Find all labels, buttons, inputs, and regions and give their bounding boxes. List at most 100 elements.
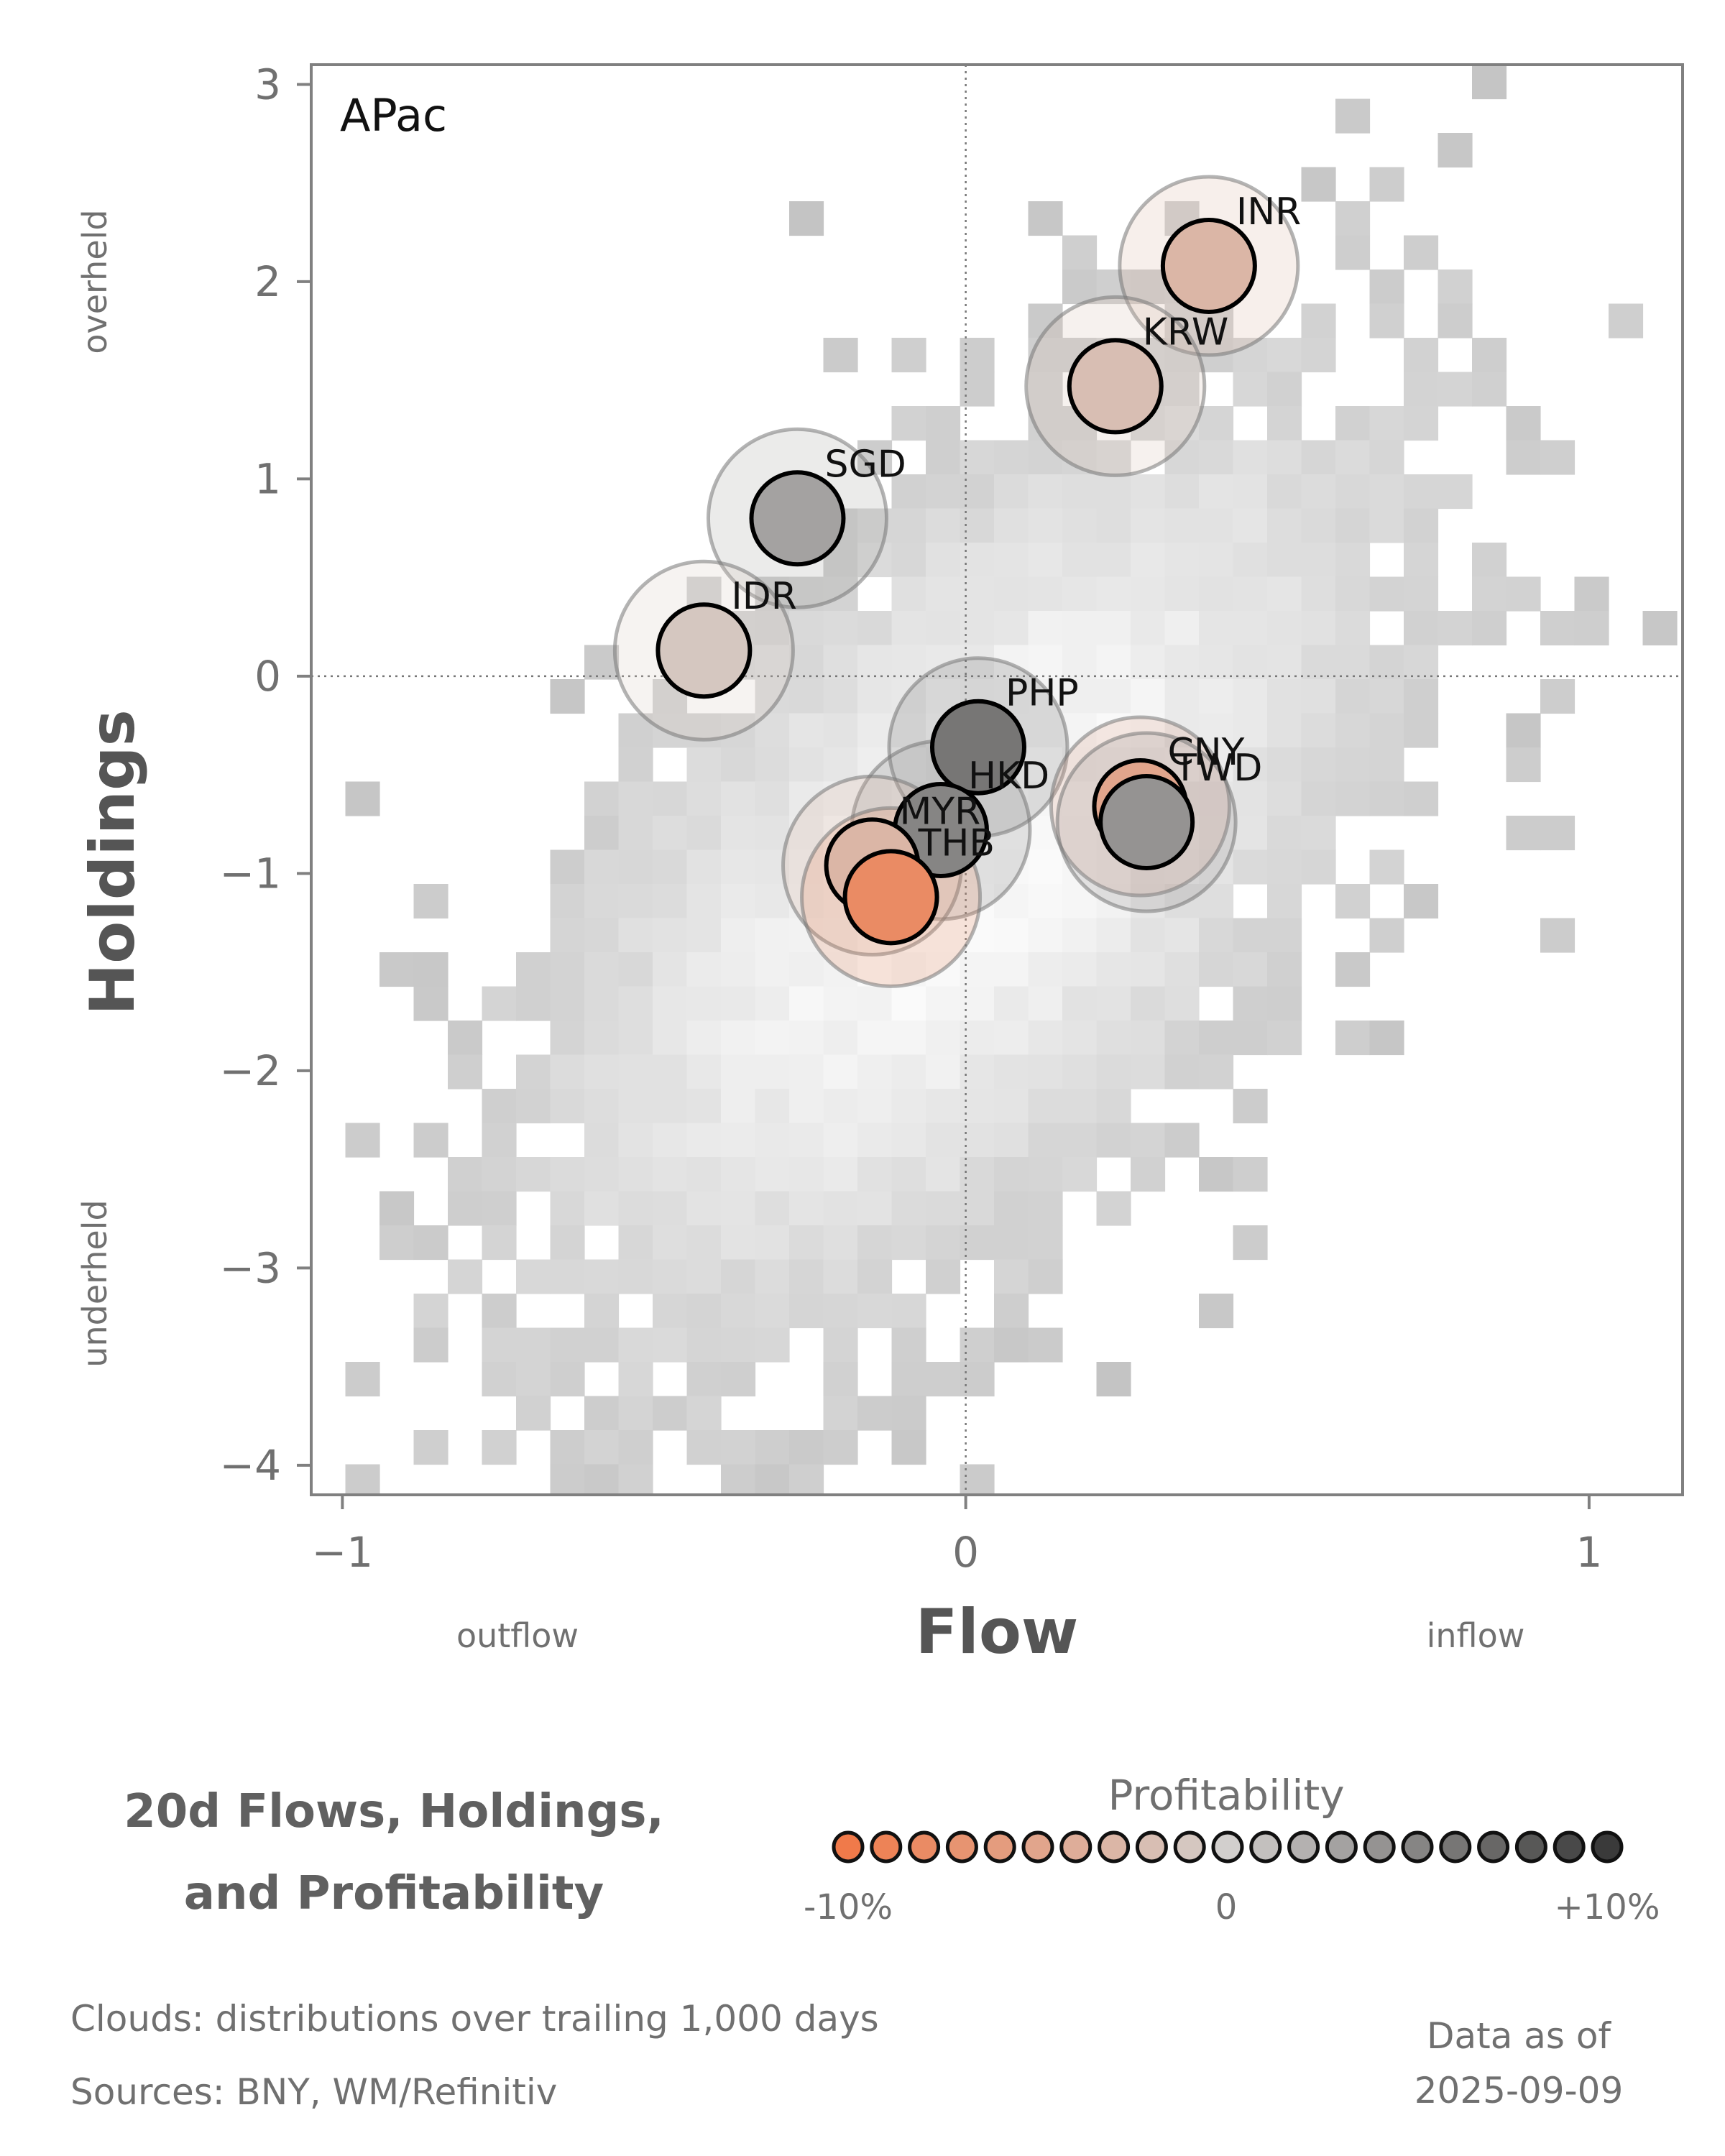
cloud-cell <box>618 1430 653 1465</box>
cloud-cell <box>1199 543 1234 578</box>
cloud-cell <box>1028 508 1063 543</box>
cloud-cell <box>686 918 722 953</box>
cloud-cell <box>1335 98 1371 134</box>
cloud-cell <box>482 1362 517 1397</box>
cloud-cell <box>516 1259 551 1294</box>
legend-max-label: +10% <box>1555 1887 1660 1927</box>
y-tick-label: 3 <box>254 60 281 109</box>
cloud-cell <box>857 1294 893 1329</box>
label-thb: THB <box>918 821 995 865</box>
cloud-cell <box>1028 440 1063 475</box>
cloud-cell <box>1233 952 1268 987</box>
cloud-cell <box>1301 167 1336 202</box>
cloud-cell <box>857 679 893 714</box>
cloud-cell <box>891 1294 926 1329</box>
cloud-cell <box>550 1327 585 1363</box>
cloud-cell <box>721 781 756 816</box>
cloud-cell <box>1404 338 1439 373</box>
legend-swatch <box>1477 1830 1510 1864</box>
cloud-cell <box>960 543 995 578</box>
cloud-cell <box>1472 543 1507 578</box>
cloud-cell <box>618 1225 653 1261</box>
cloud-cell <box>413 1294 448 1329</box>
cloud-cell <box>550 918 585 953</box>
cloud-cell <box>1164 474 1200 510</box>
cloud-cell <box>1164 952 1200 987</box>
cloud-cell <box>891 1054 926 1089</box>
cloud-cell <box>1404 406 1439 441</box>
cloud-cell <box>550 1225 585 1261</box>
cloud-cell <box>1028 952 1063 987</box>
cloud-cell <box>1062 781 1098 816</box>
cloud-cell <box>891 1191 926 1226</box>
cloud-cell <box>1540 611 1576 646</box>
cloud-cell <box>1096 1021 1131 1056</box>
cloud-cell <box>686 713 722 748</box>
cloud-cell <box>1028 645 1063 680</box>
cloud-cell <box>891 508 926 543</box>
cloud-cell <box>550 952 585 987</box>
legend-swatch <box>1173 1830 1206 1864</box>
cloud-cell <box>653 986 688 1021</box>
cloud-cell <box>721 1259 756 1294</box>
x-axis-title: Flow <box>916 1596 1079 1668</box>
label-inr: INR <box>1236 190 1301 234</box>
cloud-cell <box>755 884 790 919</box>
cloud-cell <box>550 1464 585 1495</box>
cloud-cell <box>1096 611 1131 646</box>
cloud-cell <box>550 1021 585 1056</box>
cloud-cell <box>1233 747 1268 783</box>
legend-swatch <box>1098 1830 1131 1864</box>
cloud-cell <box>1062 235 1098 270</box>
cloud-cell <box>721 1123 756 1158</box>
cloud-cell <box>1199 918 1234 953</box>
cloud-cell <box>1369 747 1404 783</box>
x-axis-ticks: −1 0 1 <box>312 1495 1602 1577</box>
cloud-cell <box>823 679 858 714</box>
label-idr: IDR <box>731 575 797 618</box>
label-sgd: SGD <box>824 443 906 486</box>
cloud-cell <box>686 816 722 851</box>
chart-title-line1: 20d Flows, Holdings, <box>124 1785 664 1838</box>
cloud-cell <box>721 1362 756 1397</box>
cloud-cell <box>584 1123 620 1158</box>
cloud-cell <box>1131 918 1166 953</box>
cloud-cell <box>550 1054 585 1089</box>
cloud-cell <box>1369 270 1404 305</box>
cloud-cell <box>686 747 722 783</box>
legend-swatch <box>1552 1830 1586 1864</box>
cloud-cell <box>550 1191 585 1226</box>
cloud-cell <box>755 1464 790 1495</box>
cloud-cell <box>755 1259 790 1294</box>
cloud-cell <box>789 1021 824 1056</box>
cloud-cell <box>380 1191 415 1226</box>
cloud-cell <box>1540 440 1576 475</box>
cloud-cell <box>891 474 926 510</box>
cloud-cell <box>721 1327 756 1363</box>
cloud-cell <box>823 986 858 1021</box>
label-cny: CNY <box>1167 731 1244 774</box>
chart-title-line2: and Profitability <box>184 1867 604 1920</box>
reference-lines <box>311 65 1683 1495</box>
cloud-cell <box>1096 508 1131 543</box>
cloud-cell <box>584 1191 620 1226</box>
legend-swatch <box>1401 1830 1434 1864</box>
cloud-cell <box>1335 235 1371 270</box>
cloud-cell <box>1062 645 1098 680</box>
cloud-cell <box>1574 576 1609 612</box>
cloud-cell <box>926 986 961 1021</box>
legend-swatch <box>1514 1830 1547 1864</box>
cloud-cell <box>1164 918 1200 953</box>
cloud-cell <box>755 1089 790 1124</box>
cloud-cell <box>686 1430 722 1465</box>
cloud-cell <box>891 611 926 646</box>
cloud-cell <box>584 1430 620 1465</box>
cloud-cell <box>653 1225 688 1261</box>
cloud-cell <box>1233 1157 1268 1192</box>
cloud-cell <box>755 1021 790 1056</box>
cloud-cell <box>1369 849 1404 885</box>
cloud-cell <box>721 1089 756 1124</box>
cloud-cell <box>1404 372 1439 407</box>
cloud-cell <box>1233 1089 1268 1124</box>
cloud-cell <box>1301 576 1336 612</box>
